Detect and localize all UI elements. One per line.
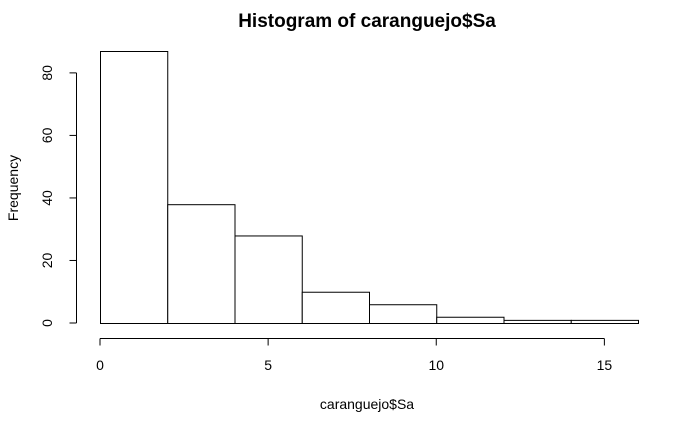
y-tick-label: 80 (39, 65, 55, 81)
histogram-bar (301, 291, 370, 324)
histogram-bar (436, 316, 505, 325)
x-tick-label: 0 (96, 357, 104, 373)
histogram-bar (234, 235, 303, 324)
histogram-bar (503, 319, 572, 325)
histogram-bar (369, 304, 438, 325)
histogram-bar (570, 319, 639, 325)
histogram-bar (100, 51, 169, 324)
histogram-bar (167, 204, 236, 324)
y-tick-label: 20 (39, 252, 55, 268)
y-tick-label: 0 (39, 319, 55, 327)
x-axis-label: caranguejo$Sa (320, 396, 414, 412)
chart-title: Histogram of caranguejo$Sa (238, 11, 496, 32)
y-tick-label: 60 (39, 127, 55, 143)
x-tick-label: 5 (264, 357, 272, 373)
bars-group (100, 51, 639, 325)
y-axis-label: Frequency (5, 155, 21, 221)
y-axis: 0 20 40 60 80 (39, 65, 77, 327)
y-tick-label: 40 (39, 190, 55, 206)
x-tick-label: 15 (597, 357, 613, 373)
x-tick-label: 10 (428, 357, 444, 373)
x-axis: 0 5 10 15 (96, 338, 613, 373)
